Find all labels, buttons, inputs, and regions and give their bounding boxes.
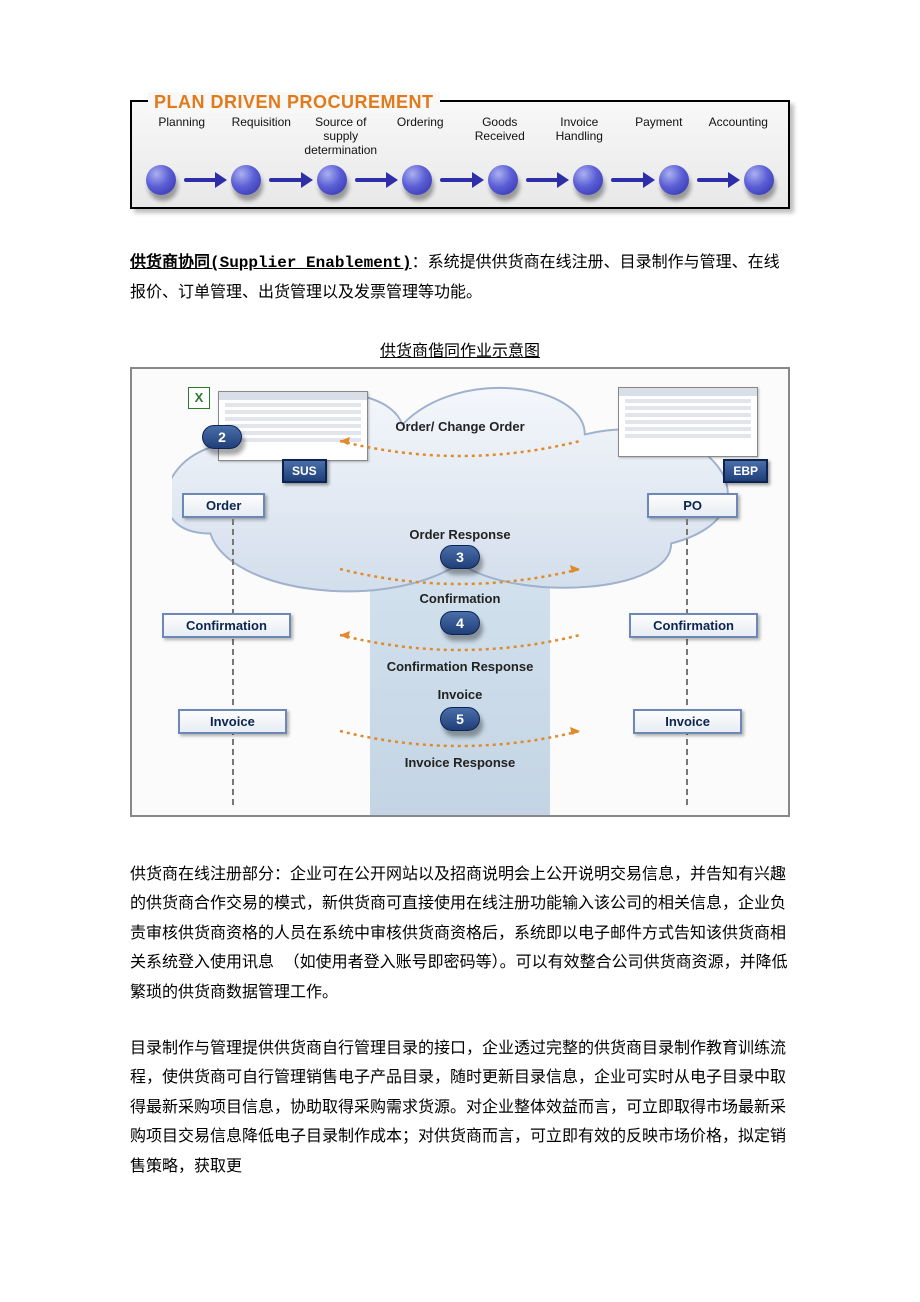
plan-driven-procurement-figure: PLAN DRIVEN PROCUREMENT Planning Requisi… — [130, 100, 790, 209]
confirmation-header: Confirmation — [132, 591, 788, 606]
paragraph-catalog: 目录制作与管理提供供货商自行管理目录的接口，企业透过完整的供货商目录制作教育训练… — [130, 1035, 790, 1183]
flow-node — [146, 165, 176, 195]
flow-arrow — [176, 173, 231, 187]
flow-node — [402, 165, 432, 195]
flow-node — [231, 165, 261, 195]
order-tag: Order — [182, 493, 265, 518]
paragraph-registration: 供货商在线注册部分：企业可在公开网站以及招商说明会上公开说明交易信息，并告知有兴… — [130, 861, 790, 1009]
sus-module-label: SUS — [282, 459, 327, 483]
flow-arrow — [689, 173, 744, 187]
step-label: InvoiceHandling — [540, 116, 620, 157]
step-label: Source of supplydetermination — [301, 116, 381, 157]
figure2-title: 供货商偕同作业示意图 — [130, 337, 790, 361]
invoice-header: Invoice — [132, 687, 788, 702]
flow-arrow — [261, 173, 316, 187]
figure1-title: PLAN DRIVEN PROCUREMENT — [148, 92, 440, 113]
flow-arrow — [518, 173, 573, 187]
flow-arrow — [432, 173, 487, 187]
po-tag: PO — [647, 493, 738, 518]
flow-arrow — [603, 173, 658, 187]
step-label: Requisition — [222, 116, 302, 157]
invoice-left-tag: Invoice — [178, 709, 287, 734]
step-label: Ordering — [381, 116, 461, 157]
step-label: Accounting — [699, 116, 779, 157]
flow-node — [659, 165, 689, 195]
supplier-collab-diagram: X 2 SUS EBP Order/ Change Order Order PO… — [130, 367, 790, 817]
confirmation-response-label: Confirmation Response — [132, 659, 788, 674]
step-label: Planning — [142, 116, 222, 157]
order-change-label: Order/ Change Order — [132, 419, 788, 434]
intro-heading: 供货商协同(Supplier Enablement) — [130, 254, 412, 272]
flow-node — [573, 165, 603, 195]
confirmation-right-tag: Confirmation — [629, 613, 758, 638]
flow-arrow — [347, 173, 402, 187]
step-label: GoodsReceived — [460, 116, 540, 157]
flow-node — [744, 165, 774, 195]
step-label: Payment — [619, 116, 699, 157]
flow-node — [317, 165, 347, 195]
supplier-enablement-intro: 供货商协同(Supplier Enablement)：系统提供供货商在线注册、目… — [130, 249, 790, 308]
order-response-label: Order Response — [132, 527, 788, 542]
confirmation-left-tag: Confirmation — [162, 613, 291, 638]
excel-icon: X — [188, 387, 210, 409]
invoice-right-tag: Invoice — [633, 709, 742, 734]
invoice-response-label: Invoice Response — [132, 755, 788, 770]
ebp-module-label: EBP — [723, 459, 768, 483]
figure1-flow-nodes — [132, 161, 788, 207]
flow-node — [488, 165, 518, 195]
